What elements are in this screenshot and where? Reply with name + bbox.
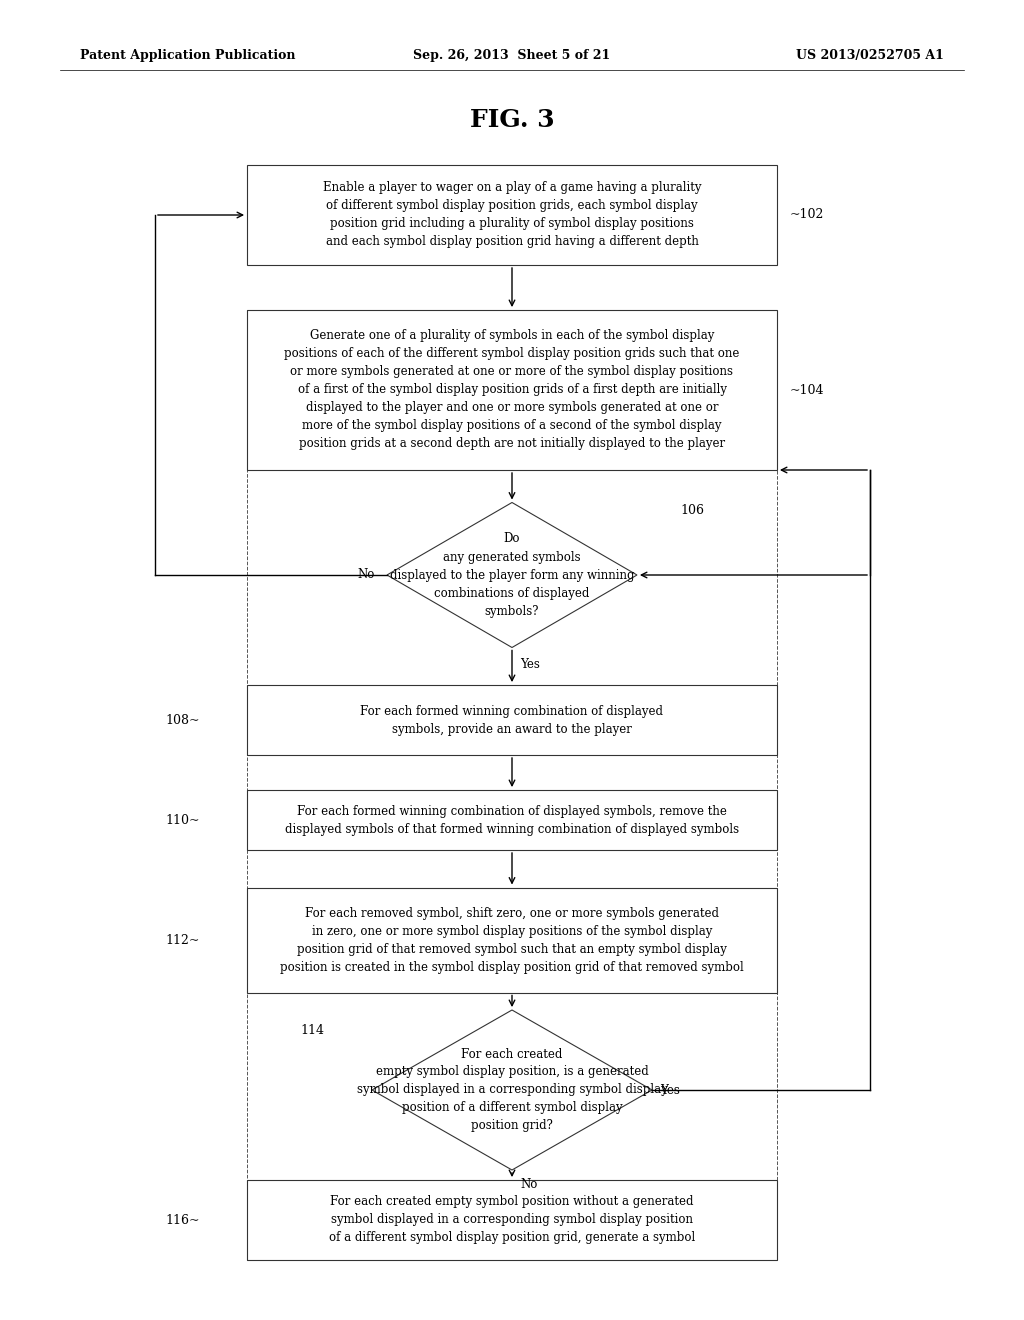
Text: FIG. 3: FIG. 3 (470, 108, 554, 132)
Text: For each formed winning combination of displayed symbols, remove the
displayed s: For each formed winning combination of d… (285, 804, 739, 836)
Text: 106: 106 (680, 503, 705, 516)
Text: No: No (357, 569, 375, 582)
FancyBboxPatch shape (247, 165, 777, 265)
Text: ~104: ~104 (790, 384, 824, 396)
FancyBboxPatch shape (247, 310, 777, 470)
Text: No: No (520, 1177, 538, 1191)
Text: 110~: 110~ (166, 813, 200, 826)
Text: Do
any generated symbols
displayed to the player form any winning
combinations o: Do any generated symbols displayed to th… (390, 532, 634, 618)
Text: 112~: 112~ (166, 933, 200, 946)
Text: Yes: Yes (660, 1084, 680, 1097)
Text: 116~: 116~ (166, 1213, 200, 1226)
FancyBboxPatch shape (247, 887, 777, 993)
Text: Enable a player to wager on a play of a game having a plurality
of different sym: Enable a player to wager on a play of a … (323, 181, 701, 248)
Text: 108~: 108~ (166, 714, 200, 726)
FancyBboxPatch shape (247, 789, 777, 850)
Text: US 2013/0252705 A1: US 2013/0252705 A1 (796, 49, 944, 62)
FancyBboxPatch shape (247, 685, 777, 755)
Polygon shape (372, 1010, 652, 1170)
Polygon shape (387, 503, 637, 648)
Text: ~102: ~102 (790, 209, 824, 222)
Text: For each removed symbol, shift zero, one or more symbols generated
in zero, one : For each removed symbol, shift zero, one… (281, 907, 743, 974)
FancyBboxPatch shape (247, 1180, 777, 1261)
Text: For each created
empty symbol display position, is a generated
symbol displayed : For each created empty symbol display po… (356, 1048, 668, 1133)
Text: For each formed winning combination of displayed
symbols, provide an award to th: For each formed winning combination of d… (360, 705, 664, 735)
Text: Patent Application Publication: Patent Application Publication (80, 49, 296, 62)
Text: For each created empty symbol position without a generated
symbol displayed in a: For each created empty symbol position w… (329, 1196, 695, 1245)
Text: Yes: Yes (520, 657, 540, 671)
Text: Generate one of a plurality of symbols in each of the symbol display
positions o: Generate one of a plurality of symbols i… (285, 330, 739, 450)
Text: Sep. 26, 2013  Sheet 5 of 21: Sep. 26, 2013 Sheet 5 of 21 (414, 49, 610, 62)
Text: 114: 114 (300, 1023, 324, 1036)
